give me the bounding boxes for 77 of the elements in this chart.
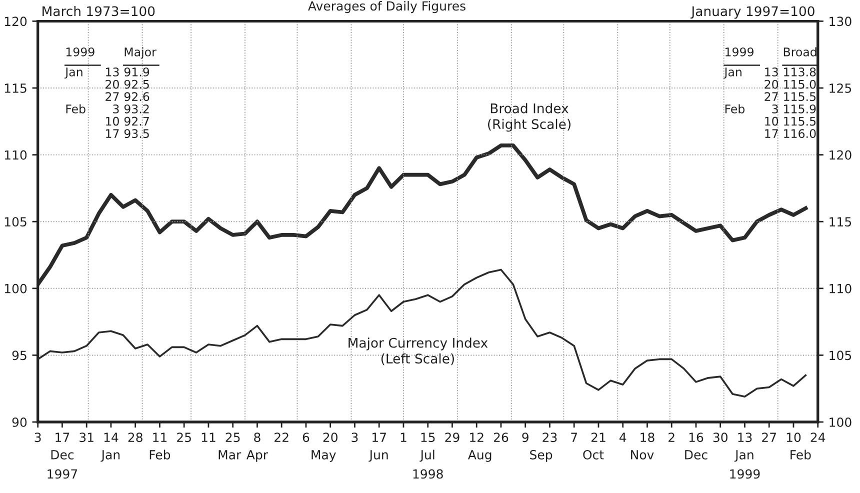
x2-tick-label: Dec — [685, 450, 708, 460]
x2-tick-label: Sep — [530, 450, 552, 462]
x-tick-label: 22 — [274, 432, 288, 442]
y-tick-label: 115 — [4, 84, 26, 93]
x-tick-label: 29 — [445, 432, 460, 442]
x2-tick-label: May — [312, 450, 336, 462]
x-tick-label: 18 — [640, 432, 654, 442]
text: Jan Feb — [724, 68, 745, 114]
y2-tick-label: 110 — [830, 284, 852, 294]
y2-tick-label: 100 — [830, 417, 852, 427]
y-tick-label: 90 — [12, 417, 27, 427]
x-tick-label: 14 — [104, 432, 118, 442]
x-tick-label: 30 — [713, 432, 728, 442]
x-tick-label: 21 — [591, 432, 606, 442]
x-tick-label: 3 — [352, 432, 358, 442]
y2-axis-title: January 1997=100 — [690, 6, 814, 19]
x-tick-label: 4 — [619, 432, 626, 442]
x-tick-label: 9 — [522, 432, 528, 442]
x2-tick-label: Jun — [368, 450, 388, 462]
y2-tick-label: 125 — [830, 83, 852, 93]
x2-tick-label: Aug — [468, 450, 492, 462]
x-tick-label: 15 — [421, 432, 435, 442]
y2-tick-label: 105 — [830, 350, 852, 360]
y-tick-label: 110 — [4, 150, 27, 160]
x-tick-label: 16 — [689, 432, 704, 442]
x2-tick-label: Feb — [150, 450, 170, 460]
x-tick-label: 8 — [254, 432, 260, 442]
x2-tick-label: Dec 1997 — [48, 450, 78, 479]
x-tick-label: 25 — [226, 432, 240, 442]
annotation: 91.9 92.5 92.6 93.2 92.7 93.5 — [124, 68, 150, 138]
annotation: 113.8 115.0 115.5 115.9 115.5 116.0 — [784, 68, 816, 138]
y-tick-label: 105 — [4, 217, 26, 227]
x-tick-label: 3 — [34, 432, 41, 442]
x-tick-label: 31 — [80, 432, 94, 442]
x-tick-label: 10 — [786, 432, 801, 442]
x2-tick-label: Nov — [631, 450, 654, 460]
x-tick-label: 6 — [302, 432, 310, 442]
series-label: Broad Index (Right Scale) — [488, 103, 570, 132]
text: Jan Feb — [64, 68, 86, 114]
annotation: 13 20 27 3 10 17 — [764, 68, 778, 138]
x-tick-label: 11 — [202, 432, 216, 442]
x-tick-label: 17 — [56, 432, 70, 442]
x2-tick-label: Jul 1998 — [413, 450, 443, 479]
chart-title: Averages of Daily Figures — [308, 0, 466, 14]
annotation: 1999 — [726, 47, 754, 56]
annotation: 13 20 27 3 10 17 — [106, 68, 119, 138]
x-tick-label: 27 — [762, 432, 776, 442]
x2-tick-label: Oct — [583, 450, 604, 460]
series-label: Major Currency Index (Left Scale) — [348, 338, 488, 366]
x-tick-label: 1 — [400, 432, 406, 442]
x-tick-label: 12 — [470, 432, 484, 442]
y2-tick-label: 115 — [830, 217, 852, 227]
x2-tick-label: Feb — [790, 450, 811, 460]
x2-tick-label: Jan 1999 — [730, 450, 760, 479]
annotation: Broad — [784, 47, 816, 56]
y-tick-label: 100 — [4, 284, 27, 294]
annotation: Major — [124, 47, 156, 59]
annotation: 1999 — [66, 47, 94, 56]
x-tick-label: 17 — [372, 432, 386, 442]
x-tick-label: 25 — [177, 432, 191, 442]
x-tick-label: 13 — [738, 432, 752, 442]
x2-tick-label: Jan — [100, 450, 120, 462]
y2-tick-label: 120 — [830, 150, 852, 160]
x2-tick-label: Apr — [246, 450, 268, 462]
x-tick-label: 23 — [542, 432, 557, 442]
x-tick-label: 26 — [494, 432, 508, 442]
y2-tick-label: 130 — [830, 16, 852, 26]
x-tick-label: 2 — [668, 432, 674, 442]
y-tick-label: 120 — [4, 16, 27, 26]
y-axis-title: March 1973=100 — [42, 6, 155, 16]
x-tick-label: 7 — [571, 432, 578, 442]
x-tick-label: 11 — [153, 432, 167, 442]
x-tick-label: 28 — [128, 432, 142, 442]
x2-tick-label: Mar — [218, 450, 242, 460]
x-tick-label: 20 — [323, 432, 338, 442]
x-tick-label: 24 — [810, 432, 826, 442]
y-tick-label: 95 — [12, 350, 26, 360]
